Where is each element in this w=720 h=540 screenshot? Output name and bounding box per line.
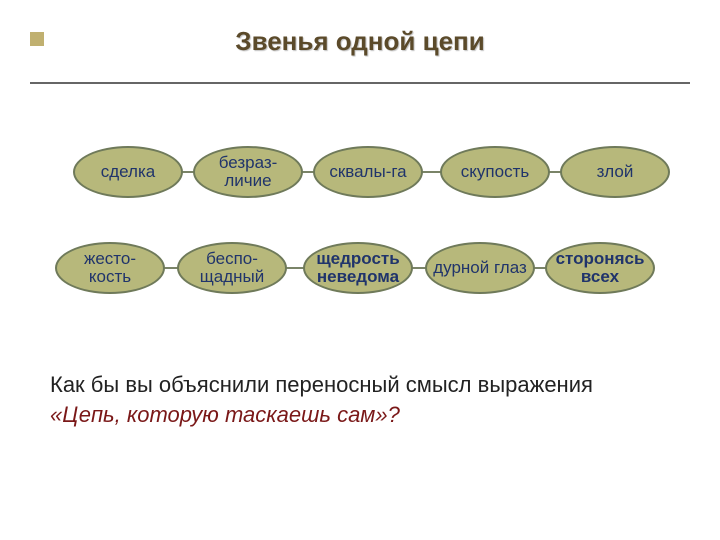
question-text: Как бы вы объяснили переносный смысл выр…: [50, 370, 660, 429]
horizontal-rule: [30, 82, 690, 84]
chain-node: беспо-​щадный: [177, 242, 287, 294]
question-prefix: Как бы вы объяснили переносный смысл выр…: [50, 372, 593, 397]
chain-node: дурной глаз: [425, 242, 535, 294]
chain-node: скупость: [440, 146, 550, 198]
chain-node: безраз-​личие: [193, 146, 303, 198]
chain-node: жесто-​кость: [55, 242, 165, 294]
chain-row-2: жесто-​костьбеспо-​щадный щедрость неведо…: [0, 238, 720, 298]
chain-node: злой: [560, 146, 670, 198]
chain-node: сторонясь всех: [545, 242, 655, 294]
chain-node: щедрость неведома: [303, 242, 413, 294]
page-title: Звенья одной цепи: [0, 26, 720, 57]
chain-node: сквалы-​га: [313, 146, 423, 198]
chain-row-1: сделкабезраз-​личиесквалы-​га скупостьзло…: [0, 142, 720, 202]
chain-node: сделка: [73, 146, 183, 198]
question-quote: «Цепь, которую таскаешь сам»?: [50, 402, 400, 427]
